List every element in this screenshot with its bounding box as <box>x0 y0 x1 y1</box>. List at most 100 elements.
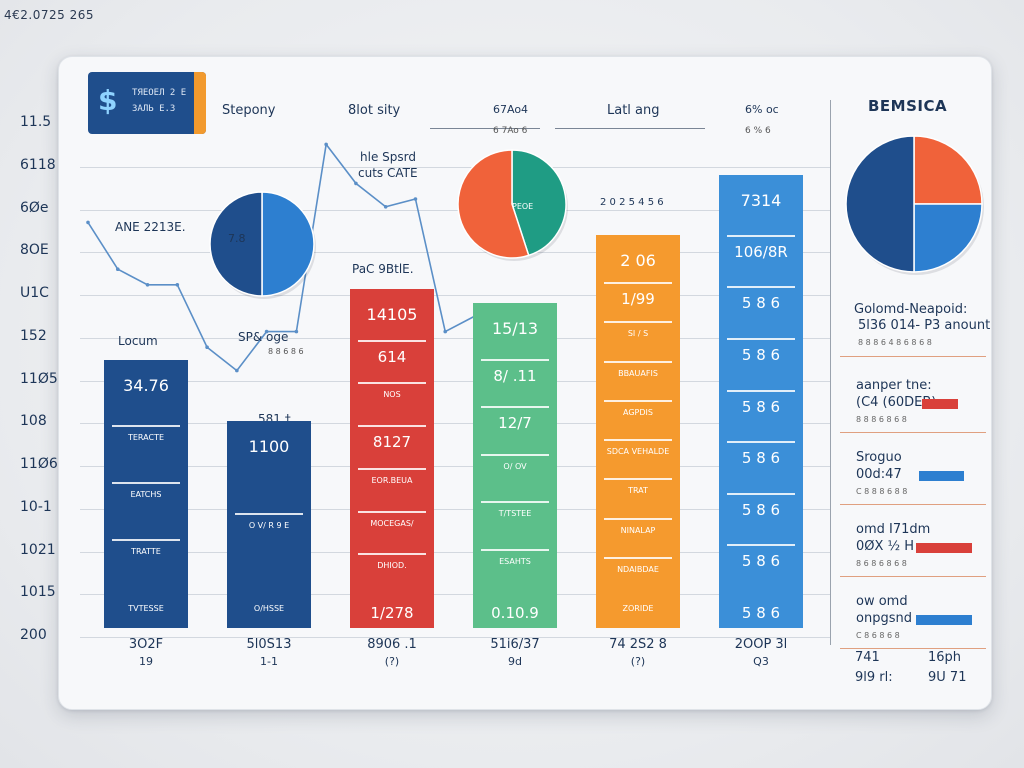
line-point <box>205 345 209 350</box>
gridline <box>80 167 830 168</box>
spabuge-sub: 8 8 6 8 6 <box>268 347 304 356</box>
spabuge-label: SP& oge <box>238 330 289 344</box>
bar-6[interactable]: 7314 106/8R 5 8 6 5 8 6 5 8 6 5 8 6 5 8 6 5 8 6… <box>719 175 803 628</box>
stat-label: omd I71dm <box>856 522 931 537</box>
gridline <box>80 423 830 424</box>
bar-label: O V/ R 9 E <box>248 521 290 530</box>
bar-separator <box>481 406 549 408</box>
right-panel-section-title: Golomd-Neapoid: <box>854 302 968 317</box>
bar-label: 2 06 <box>620 251 656 270</box>
bar-separator <box>727 544 795 546</box>
right-panel-title: BEMSICA <box>868 97 948 115</box>
pie-slice[interactable] <box>845 135 915 273</box>
mid-right-annotation: 2 0 2 5 4 5 6 <box>600 197 664 208</box>
line-point <box>354 181 358 186</box>
line-point <box>413 197 418 201</box>
pie-slice[interactable] <box>457 149 530 259</box>
bar-4[interactable]: 15/13 8/ .11 12/7 O/ OV T/TSTEE ESAHTS 0.10.9 <box>473 303 557 628</box>
bar-label: 5 8 6 <box>741 604 781 622</box>
bar-separator <box>235 513 303 515</box>
bar-1[interactable]: 34.76 TERACTE EATCHS TRATTE TVTESSE <box>104 360 188 628</box>
bar-label: DHIOD. <box>377 561 407 570</box>
stat-divider <box>840 648 986 649</box>
bar-label: O/HSSE <box>253 604 285 613</box>
stat-divider <box>840 576 986 577</box>
bar-label: 1100 <box>248 437 290 456</box>
bar-2[interactable]: 1100 O V/ R 9 E O/HSSE <box>227 421 311 628</box>
y-tick-label: 108 <box>20 413 47 430</box>
x-tick-label: 51i6/37 <box>490 637 540 652</box>
pac-label: PaC 9BtlE. <box>352 262 414 276</box>
bar-separator <box>604 400 672 402</box>
line-point <box>115 267 120 272</box>
header-col-2: 8lot sity <box>348 103 401 118</box>
header-rule-4 <box>555 128 705 129</box>
gridline <box>80 295 830 296</box>
gridline <box>80 381 830 382</box>
bar-label: NDAIBDAE <box>617 565 659 574</box>
stat-divider <box>840 504 986 505</box>
bar-label: NOS <box>383 390 401 399</box>
header-col-3-sub: 6 7Ao 6 <box>493 126 528 136</box>
bar-separator <box>604 439 672 441</box>
y-tick-label: 11Ø6 <box>20 456 58 472</box>
stat-label: ow omd <box>856 594 908 609</box>
header-col-5-sub: 6 % 6 <box>745 126 771 136</box>
stat-sub: C 8 8 8 6 8 8 <box>856 487 908 496</box>
pie-slice[interactable] <box>913 135 983 205</box>
footer-right-2: 9U 71 <box>928 670 967 685</box>
stat-value: 0ØX ½ H <box>856 539 915 554</box>
bar-separator <box>604 518 672 520</box>
bar-label: NINALAP <box>620 526 656 535</box>
bar-label: 8/ .11 <box>493 367 537 385</box>
bar-label: ZORIDE <box>622 604 654 613</box>
pie-slice[interactable] <box>913 203 983 273</box>
stat-bar <box>915 615 972 625</box>
y-tick-label: 11.5 <box>20 114 52 130</box>
right-panel-rule <box>840 356 986 357</box>
y-tick-label: 1021 <box>20 541 56 558</box>
pie-slice[interactable] <box>261 191 315 297</box>
stat-sub: 8 8 8 6 8 6 8 <box>856 415 907 424</box>
bar-separator <box>112 425 180 427</box>
bar-separator <box>358 425 426 427</box>
bar-label: SDCA VEHALDE <box>606 447 670 456</box>
x-tick-sublabel: 9d <box>508 655 522 668</box>
pie-slice[interactable] <box>511 149 567 257</box>
bar-separator <box>727 286 795 288</box>
stat-bar <box>915 543 972 553</box>
footer-left-2: 9l9 rl: <box>855 670 893 685</box>
footer-left-1: 741 <box>855 650 880 665</box>
header-col-3: 67Ao4 <box>493 103 529 116</box>
header-col-4: Latl ang <box>607 103 660 118</box>
y-tick-label: 200 <box>20 627 47 643</box>
bar-label: 106/8R <box>734 243 788 261</box>
bar-label: ESAHTS <box>499 557 531 566</box>
logo-line-2: ЗАЛЬ Е.З <box>132 104 176 114</box>
small-pie-label: 7.8 <box>228 232 246 245</box>
pie-slice[interactable] <box>209 191 263 297</box>
bar-separator <box>604 557 672 559</box>
bar-label: 5 8 6 <box>741 346 781 364</box>
bar-separator <box>358 468 426 470</box>
header-rule-3 <box>430 128 540 129</box>
bar-label: MOCEGAS/ <box>370 519 414 528</box>
bar-separator <box>727 493 795 495</box>
bar-label: 5 8 6 <box>741 449 781 467</box>
line-point <box>175 283 180 287</box>
bar-label: TVTESSE <box>128 604 164 613</box>
bar-label: BBAUAFIS <box>618 369 658 378</box>
bar-label: EOR.BEUA <box>371 476 413 485</box>
bar-label: 7314 <box>740 191 782 210</box>
gridline <box>80 210 830 211</box>
bar-label: T/TSTEE <box>498 509 532 518</box>
stat-bar <box>919 471 965 481</box>
gridline <box>80 466 830 467</box>
bar-5[interactable]: 2 06 1/99 SI / S BBAUAFIS AGPDIS SDCA VEHALDE… <box>596 235 680 628</box>
bar-label: TRATTE <box>131 547 161 556</box>
bar-label: 5 8 6 <box>741 294 781 312</box>
stat-divider <box>840 432 986 433</box>
bar-separator <box>604 478 672 480</box>
bar-label: 5 8 6 <box>741 552 781 570</box>
bar-3[interactable]: 14105 614 NOS 8127 EOR.BEUA MOCEGAS/DHIOD. 1/2… <box>350 289 434 628</box>
